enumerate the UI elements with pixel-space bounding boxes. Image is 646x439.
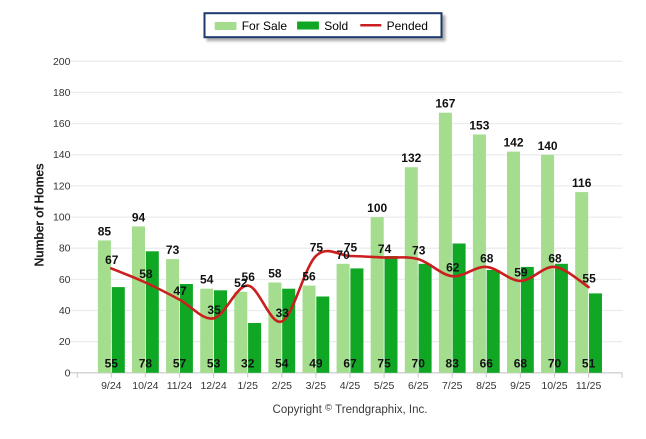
svg-text:55: 55 (105, 357, 119, 371)
svg-text:10/24: 10/24 (132, 380, 158, 392)
svg-text:153: 153 (469, 119, 489, 133)
svg-text:80: 80 (59, 243, 71, 255)
svg-text:32: 32 (241, 357, 255, 371)
svg-text:67: 67 (105, 253, 119, 267)
svg-text:100: 100 (53, 212, 71, 224)
svg-text:Number of Homes: Number of Homes (32, 163, 46, 267)
svg-text:Sold: Sold (324, 19, 348, 33)
svg-text:75: 75 (344, 241, 358, 255)
svg-text:52: 52 (234, 276, 248, 290)
svg-text:62: 62 (446, 261, 460, 275)
svg-text:120: 120 (53, 180, 71, 192)
svg-text:70: 70 (336, 248, 350, 262)
svg-text:54: 54 (200, 273, 214, 287)
svg-text:6/25: 6/25 (408, 380, 429, 392)
svg-text:116: 116 (572, 176, 592, 190)
svg-text:67: 67 (343, 357, 357, 371)
svg-text:160: 160 (53, 118, 71, 130)
svg-text:56: 56 (242, 270, 256, 284)
svg-text:74: 74 (378, 242, 392, 256)
svg-text:40: 40 (59, 305, 71, 317)
svg-text:70: 70 (548, 357, 562, 371)
svg-text:51: 51 (582, 357, 596, 371)
svg-text:100: 100 (367, 201, 387, 215)
svg-text:3/25: 3/25 (306, 380, 327, 392)
svg-text:55: 55 (582, 272, 596, 286)
svg-text:70: 70 (412, 357, 426, 371)
svg-text:Pended: Pended (387, 19, 428, 33)
svg-text:140: 140 (53, 149, 71, 161)
svg-text:11/25: 11/25 (576, 380, 602, 392)
svg-text:0: 0 (65, 367, 71, 379)
svg-text:75: 75 (310, 241, 324, 255)
svg-text:56: 56 (302, 270, 316, 284)
svg-text:9/24: 9/24 (101, 380, 122, 392)
svg-text:68: 68 (480, 251, 494, 265)
svg-text:1/25: 1/25 (237, 380, 258, 392)
svg-text:78: 78 (139, 357, 153, 371)
svg-text:54: 54 (275, 357, 289, 371)
svg-text:53: 53 (207, 357, 221, 371)
svg-text:58: 58 (139, 267, 153, 281)
svg-text:47: 47 (173, 284, 187, 298)
svg-text:94: 94 (132, 210, 146, 224)
svg-text:60: 60 (59, 274, 71, 286)
svg-text:68: 68 (548, 251, 562, 265)
svg-text:167: 167 (435, 97, 455, 111)
svg-text:49: 49 (309, 357, 323, 371)
svg-text:For Sale: For Sale (242, 19, 288, 33)
svg-text:83: 83 (446, 357, 460, 371)
svg-text:10/25: 10/25 (541, 380, 567, 392)
svg-text:73: 73 (166, 243, 180, 257)
svg-text:9/25: 9/25 (510, 380, 531, 392)
svg-text:132: 132 (401, 151, 421, 165)
svg-text:59: 59 (514, 265, 528, 279)
svg-text:75: 75 (377, 357, 391, 371)
svg-text:142: 142 (503, 136, 523, 150)
svg-text:58: 58 (268, 267, 282, 281)
svg-text:200: 200 (53, 56, 71, 68)
svg-text:20: 20 (59, 336, 71, 348)
svg-text:2/25: 2/25 (272, 380, 293, 392)
svg-text:68: 68 (514, 357, 528, 371)
svg-text:12/24: 12/24 (200, 380, 226, 392)
svg-text:73: 73 (412, 244, 426, 258)
svg-text:33: 33 (276, 306, 290, 320)
svg-text:140: 140 (538, 139, 558, 153)
svg-text:Copyright © Trendgraphix, Inc.: Copyright © Trendgraphix, Inc. (273, 403, 428, 416)
svg-text:4/25: 4/25 (340, 380, 361, 392)
svg-text:85: 85 (98, 224, 112, 238)
svg-text:11/24: 11/24 (167, 380, 193, 392)
svg-text:5/25: 5/25 (374, 380, 395, 392)
svg-text:8/25: 8/25 (476, 380, 497, 392)
svg-text:180: 180 (53, 87, 71, 99)
svg-text:57: 57 (173, 357, 187, 371)
svg-text:35: 35 (207, 303, 221, 317)
svg-text:66: 66 (480, 357, 494, 371)
svg-text:7/25: 7/25 (442, 380, 463, 392)
